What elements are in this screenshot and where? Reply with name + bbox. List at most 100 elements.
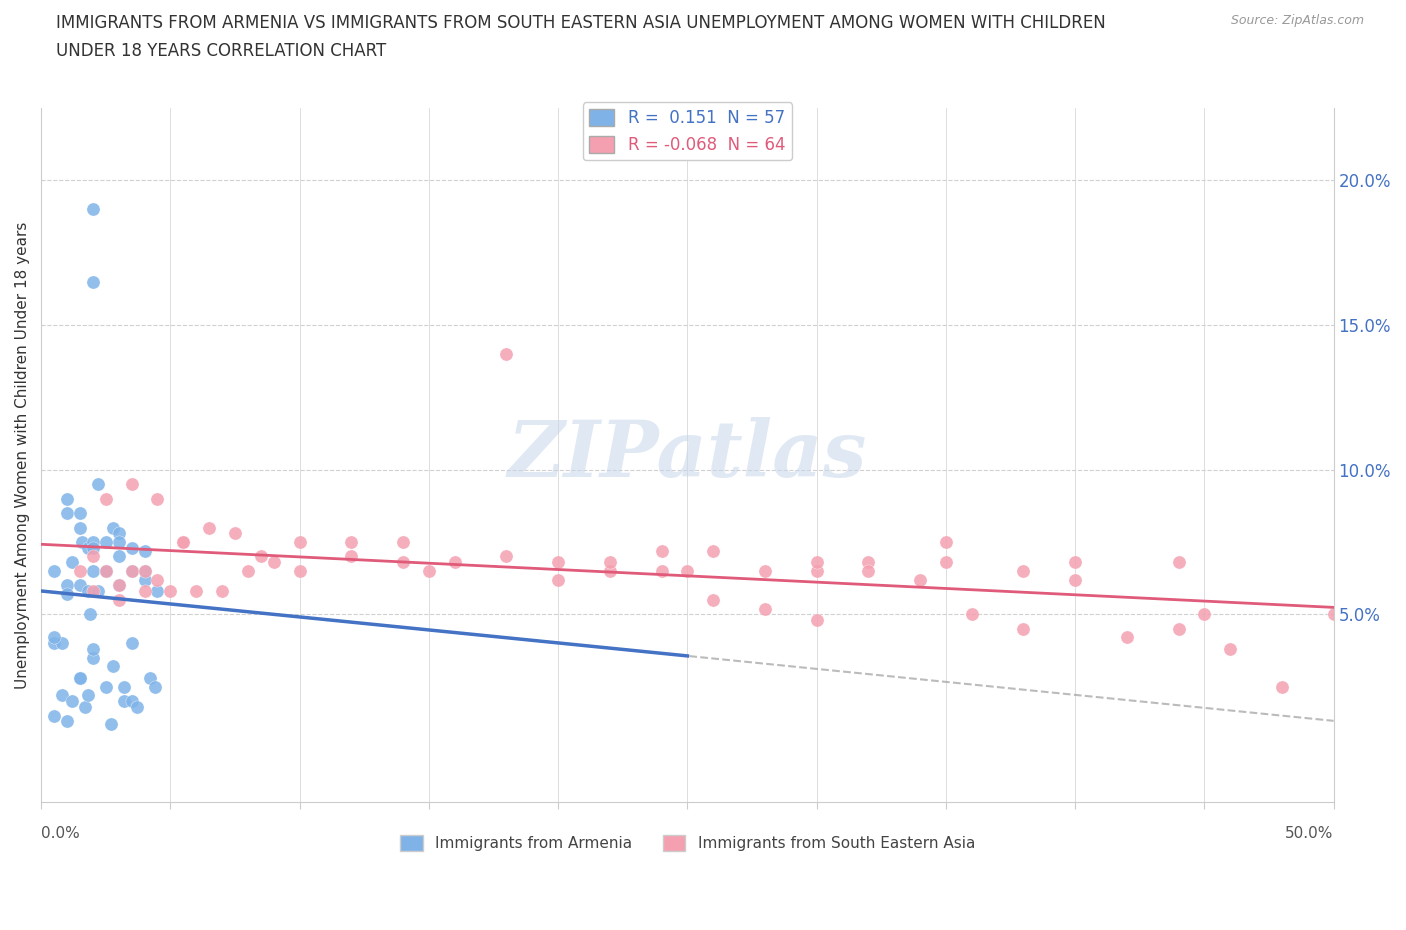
- Point: [236, 564, 259, 578]
- Point: [112, 694, 135, 709]
- Point: [82, 535, 104, 550]
- Point: [1167, 555, 1189, 570]
- Point: [908, 572, 931, 587]
- Point: [198, 520, 221, 535]
- Point: [56, 491, 79, 506]
- Point: [224, 525, 246, 540]
- Point: [138, 671, 160, 685]
- Text: 0.0%: 0.0%: [41, 826, 80, 841]
- Point: [121, 564, 143, 578]
- Text: Source: ZipAtlas.com: Source: ZipAtlas.com: [1230, 14, 1364, 27]
- Legend: Immigrants from Armenia, Immigrants from South Eastern Asia: Immigrants from Armenia, Immigrants from…: [394, 829, 981, 857]
- Point: [60, 694, 83, 709]
- Point: [250, 549, 273, 564]
- Point: [418, 564, 440, 578]
- Point: [495, 347, 517, 362]
- Point: [56, 578, 79, 592]
- Point: [754, 601, 776, 616]
- Point: [94, 564, 117, 578]
- Point: [82, 549, 104, 564]
- Point: [547, 572, 569, 587]
- Point: [134, 564, 156, 578]
- Point: [134, 572, 156, 587]
- Point: [87, 584, 110, 599]
- Point: [121, 477, 143, 492]
- Point: [69, 564, 91, 578]
- Point: [134, 564, 156, 578]
- Point: [103, 659, 125, 674]
- Point: [76, 540, 98, 555]
- Point: [172, 535, 194, 550]
- Point: [806, 555, 828, 570]
- Point: [143, 679, 166, 694]
- Point: [392, 535, 415, 550]
- Point: [94, 535, 117, 550]
- Point: [340, 549, 363, 564]
- Point: [1012, 621, 1035, 636]
- Point: [1064, 555, 1087, 570]
- Point: [94, 491, 117, 506]
- Point: [211, 584, 233, 599]
- Point: [82, 202, 104, 217]
- Point: [702, 543, 724, 558]
- Point: [60, 555, 83, 570]
- Y-axis label: Unemployment Among Women with Children Under 18 years: Unemployment Among Women with Children U…: [15, 221, 30, 689]
- Point: [51, 688, 73, 703]
- Point: [51, 636, 73, 651]
- Point: [103, 520, 125, 535]
- Point: [125, 699, 148, 714]
- Point: [79, 607, 101, 622]
- Point: [288, 535, 311, 550]
- Text: 50.0%: 50.0%: [1285, 826, 1334, 841]
- Point: [56, 714, 79, 729]
- Point: [112, 679, 135, 694]
- Point: [69, 671, 91, 685]
- Point: [107, 578, 129, 592]
- Point: [76, 584, 98, 599]
- Point: [935, 555, 957, 570]
- Point: [651, 564, 673, 578]
- Point: [159, 584, 181, 599]
- Point: [186, 584, 208, 599]
- Point: [94, 679, 117, 694]
- Point: [172, 535, 194, 550]
- Point: [82, 642, 104, 657]
- Point: [82, 540, 104, 555]
- Point: [100, 717, 122, 732]
- Point: [94, 564, 117, 578]
- Point: [935, 535, 957, 550]
- Point: [107, 535, 129, 550]
- Point: [82, 274, 104, 289]
- Point: [107, 525, 129, 540]
- Point: [107, 578, 129, 592]
- Point: [82, 650, 104, 665]
- Point: [858, 564, 880, 578]
- Point: [42, 564, 65, 578]
- Point: [87, 477, 110, 492]
- Point: [1219, 642, 1241, 657]
- Point: [107, 592, 129, 607]
- Point: [599, 555, 621, 570]
- Text: ZIPatlas: ZIPatlas: [508, 417, 868, 494]
- Point: [1064, 572, 1087, 587]
- Point: [1194, 607, 1216, 622]
- Point: [1012, 564, 1035, 578]
- Point: [443, 555, 465, 570]
- Point: [146, 572, 169, 587]
- Point: [806, 564, 828, 578]
- Point: [42, 708, 65, 723]
- Point: [56, 587, 79, 602]
- Point: [263, 555, 285, 570]
- Point: [806, 613, 828, 628]
- Point: [599, 564, 621, 578]
- Point: [72, 535, 94, 550]
- Point: [340, 535, 363, 550]
- Point: [76, 688, 98, 703]
- Point: [82, 584, 104, 599]
- Point: [1115, 630, 1137, 644]
- Point: [69, 671, 91, 685]
- Point: [651, 543, 673, 558]
- Point: [121, 636, 143, 651]
- Point: [676, 564, 699, 578]
- Text: UNDER 18 YEARS CORRELATION CHART: UNDER 18 YEARS CORRELATION CHART: [56, 42, 387, 60]
